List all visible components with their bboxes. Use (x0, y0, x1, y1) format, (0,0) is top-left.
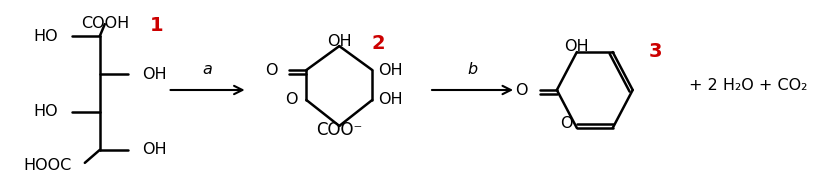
Text: 1: 1 (150, 16, 164, 35)
Text: OH: OH (327, 34, 352, 49)
Text: HO: HO (33, 104, 58, 120)
Text: a: a (203, 62, 212, 77)
Text: COOH: COOH (81, 16, 129, 31)
Text: OH: OH (378, 93, 403, 107)
Text: HOOC: HOOC (24, 158, 72, 173)
Text: OH: OH (141, 67, 166, 82)
Text: OH: OH (565, 39, 589, 54)
Text: + 2 H₂O + CO₂: + 2 H₂O + CO₂ (690, 78, 808, 93)
Text: OH: OH (141, 142, 166, 157)
Text: HO: HO (33, 29, 58, 44)
Text: O: O (265, 62, 278, 78)
Text: O: O (515, 82, 528, 98)
Text: 3: 3 (649, 42, 663, 61)
Text: OH: OH (378, 62, 403, 78)
Text: O: O (285, 93, 298, 107)
Text: O: O (561, 116, 573, 131)
Text: b: b (468, 62, 478, 77)
Text: COO⁻: COO⁻ (316, 121, 363, 139)
Text: 2: 2 (372, 34, 385, 53)
